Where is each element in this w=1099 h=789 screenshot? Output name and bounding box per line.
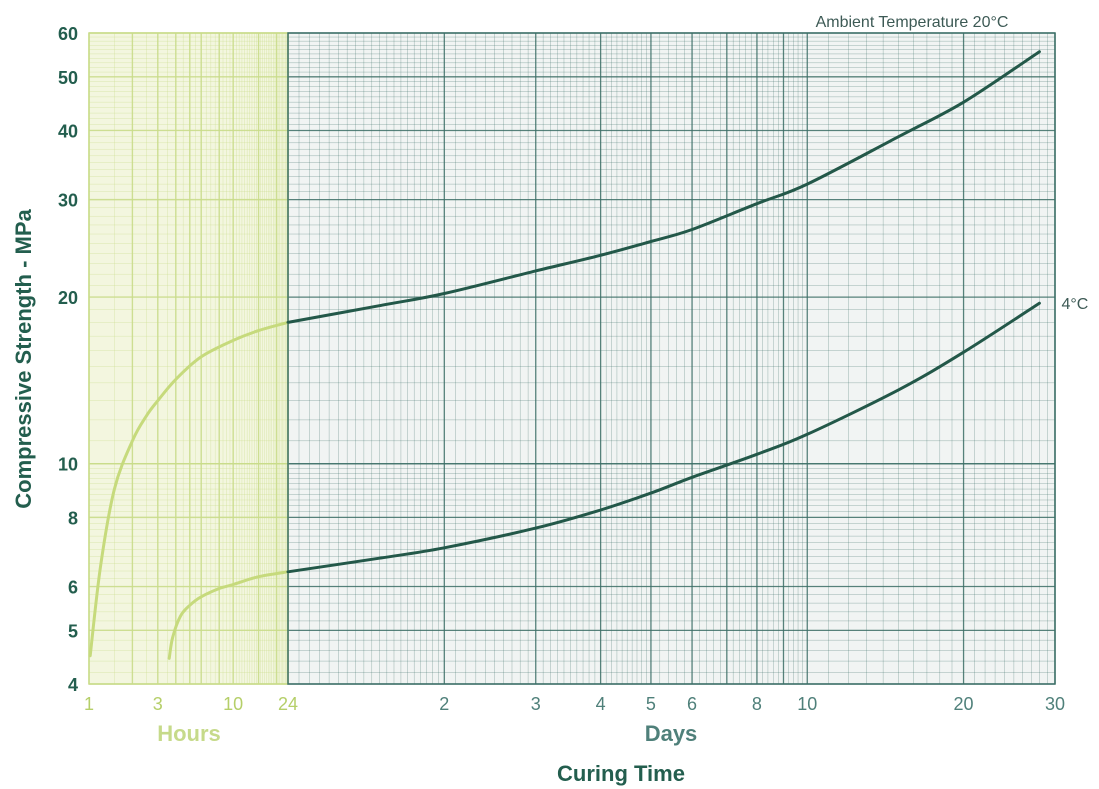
- x-tick-label-hours: 3: [153, 694, 163, 714]
- x-tick-label-days: 4: [596, 694, 606, 714]
- x-tick-labels: 1 3 10 24 2 3 4 5 6 8 10 20 30: [84, 694, 1065, 714]
- y-tick-labels: 4 5 6 8 10 20 30 40 50 60: [58, 24, 78, 695]
- y-tick-label: 30: [58, 191, 78, 211]
- y-tick-label: 8: [68, 508, 78, 528]
- y-tick-label: 20: [58, 288, 78, 308]
- series-1-days-line: [286, 301, 1041, 574]
- x-tick-label-days: 6: [687, 694, 697, 714]
- y-axis-title: Compressive Strength - MPa: [11, 208, 36, 508]
- y-tick-label: 6: [68, 578, 78, 598]
- x-tick-label-days: 5: [646, 694, 656, 714]
- x-tick-label-days: 30: [1045, 694, 1065, 714]
- x-tick-label-days: 8: [752, 694, 762, 714]
- x-tick-label-days: 2: [439, 694, 449, 714]
- days-panel-border: [287, 32, 1056, 685]
- strength-curves: [88, 50, 1041, 660]
- plot-background: [89, 33, 1055, 684]
- x-axis-title: Curing Time: [557, 761, 685, 786]
- gridlines: [88, 32, 1056, 685]
- y-tick-label: 50: [58, 68, 78, 88]
- series-0-days-line: [286, 50, 1041, 324]
- annotation: Ambient Temperature 20°C: [816, 14, 1009, 31]
- x-tick-label-hours: 1: [84, 694, 94, 714]
- days-panel: [288, 33, 1055, 684]
- series-1-hours-line: [167, 570, 290, 660]
- y-tick-label: 60: [58, 24, 78, 44]
- series-label-4c: 4°C: [1061, 296, 1088, 313]
- y-tick-label: 5: [68, 621, 78, 641]
- y-tick-label: 10: [58, 455, 78, 475]
- y-tick-label: 4: [68, 675, 78, 695]
- y-tick-label: 40: [58, 121, 78, 141]
- hours-panel: [89, 33, 288, 684]
- days-label: Days: [645, 721, 698, 746]
- hours-label: Hours: [157, 721, 221, 746]
- series-0-hours-line: [88, 320, 290, 658]
- x-tick-label-days: 20: [954, 694, 974, 714]
- x-tick-label-hours: 10: [223, 694, 243, 714]
- x-tick-label-days: 3: [531, 694, 541, 714]
- x-tick-label-days: 10: [797, 694, 817, 714]
- x-tick-label-hours: 24: [278, 694, 298, 714]
